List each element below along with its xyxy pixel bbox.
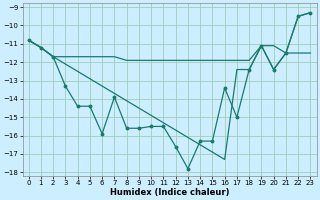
X-axis label: Humidex (Indice chaleur): Humidex (Indice chaleur) bbox=[110, 188, 229, 197]
